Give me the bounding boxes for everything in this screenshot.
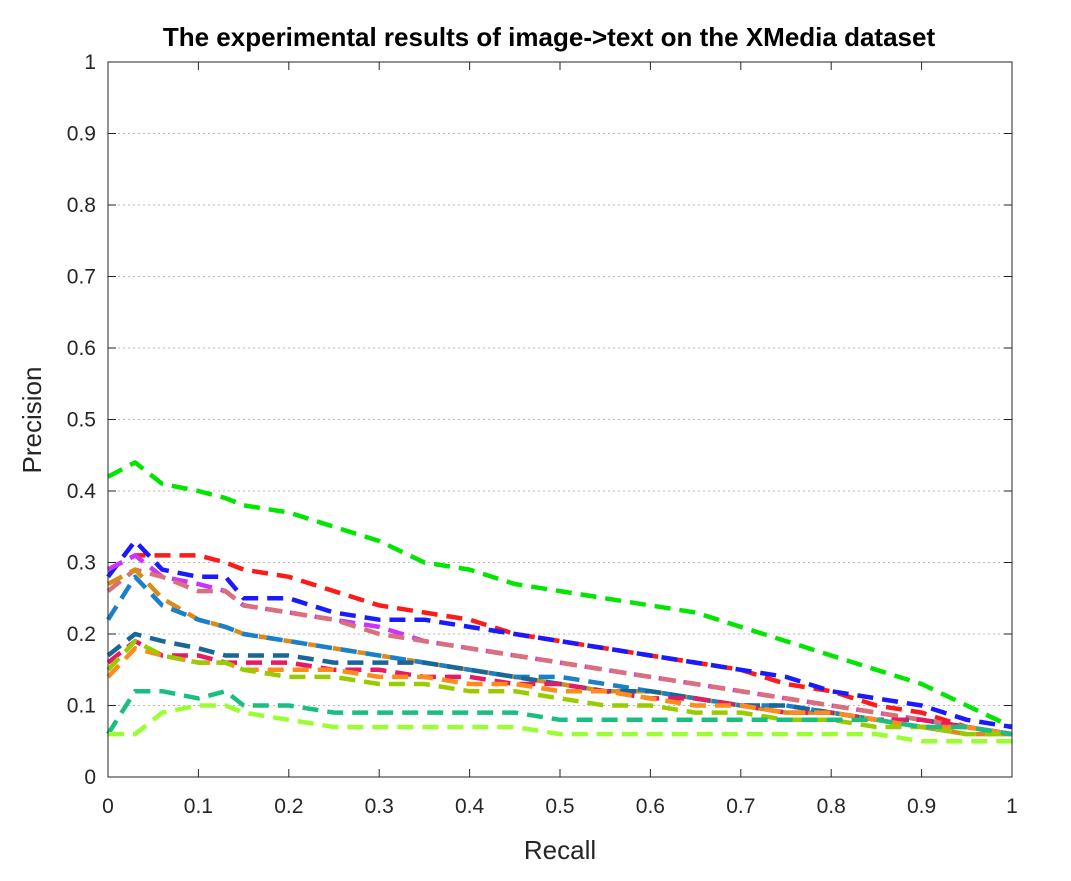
y-tick-label: 0.5	[67, 409, 96, 432]
x-tick-label: 0.3	[365, 795, 394, 818]
y-axis-label: Precision	[17, 367, 47, 474]
series-line-11	[106, 638, 1012, 737]
x-tick-label: 0.8	[817, 795, 846, 818]
x-tick-label: 0.9	[907, 795, 936, 818]
series-line-5	[106, 567, 1013, 737]
series-line-3	[106, 538, 1013, 730]
y-tick-label: 0.4	[67, 480, 97, 503]
y-tick-label: 0	[84, 766, 96, 789]
x-tick-label: 0.5	[545, 795, 574, 818]
series-line-12	[106, 688, 1013, 737]
y-tick-label: 0.8	[67, 194, 96, 217]
x-tick-label: 0	[102, 795, 114, 818]
y-tick-label: 0.2	[67, 623, 96, 646]
grid	[108, 133, 1012, 706]
series-lines	[106, 460, 1013, 744]
y-tick-label: 1	[84, 51, 96, 74]
y-tick-label: 0.6	[67, 337, 96, 360]
y-tick-label: 0.7	[67, 266, 96, 289]
x-axis-label: Recall	[524, 835, 596, 865]
chart-title: The experimental results of image->text …	[163, 22, 936, 52]
series-line-2	[106, 553, 1013, 737]
y-tick-label: 0.9	[67, 123, 96, 146]
x-tick-label: 0.6	[636, 795, 665, 818]
x-tick-label: 0.4	[455, 795, 485, 818]
x-tick-label: 1	[1006, 795, 1018, 818]
y-tick-label: 0.3	[67, 552, 96, 575]
x-tick-label: 0.2	[274, 795, 303, 818]
x-tick-label: 0.7	[726, 795, 755, 818]
series-line-10	[106, 646, 1013, 737]
axis-ticks: 0 0.1 0.2 0.3 0.4 0.5 0.6 0.7 0.8 0.9 1 0 0.1 0.2 0.3 0…	[67, 51, 1018, 818]
x-tick-label: 0.1	[184, 795, 213, 818]
y-tick-label: 0.1	[67, 695, 96, 718]
series-line-1	[106, 460, 1013, 730]
